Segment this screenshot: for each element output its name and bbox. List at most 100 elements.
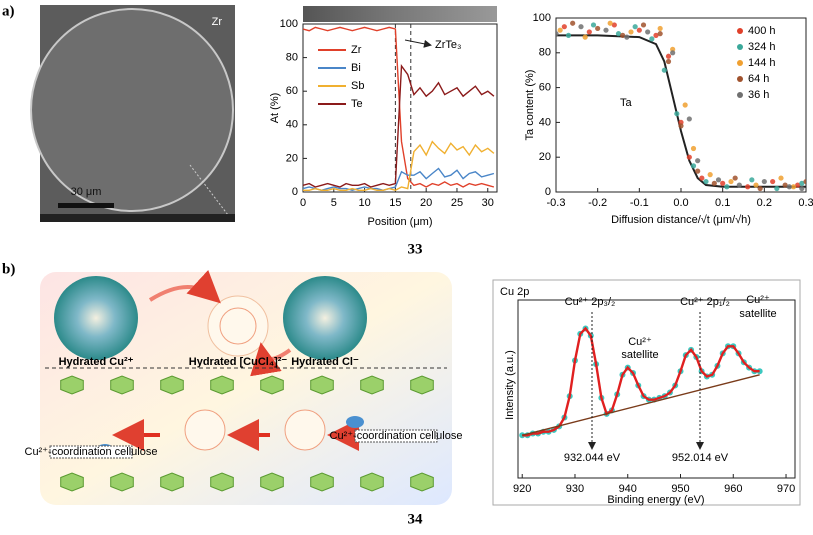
point <box>699 175 705 181</box>
point <box>715 177 722 183</box>
point <box>620 32 626 39</box>
x-tick-label: 960 <box>724 483 742 495</box>
point <box>686 154 692 160</box>
figure-number: 33 <box>408 241 423 257</box>
x-tick-label: -0.3 <box>547 197 566 209</box>
point <box>590 22 597 28</box>
point <box>674 111 680 117</box>
x-tick-label: 950 <box>671 483 689 495</box>
legend-label: Sb <box>351 80 364 92</box>
line <box>522 326 760 437</box>
figure-number: 34 <box>408 511 424 527</box>
point <box>757 185 763 192</box>
legend-label: 324 h <box>748 41 776 53</box>
x-tick-label: 0.0 <box>673 197 688 209</box>
x-tick-label: 5 <box>331 197 337 209</box>
point <box>695 168 701 174</box>
x-tick-label: 10 <box>358 197 370 209</box>
point <box>578 24 584 30</box>
legend-label: 400 h <box>748 25 776 37</box>
point <box>690 163 697 169</box>
cellulose-ring <box>310 472 334 492</box>
panel-label: b) <box>2 261 15 277</box>
point <box>795 182 801 188</box>
plot <box>556 20 806 192</box>
point <box>695 158 701 164</box>
chart-title: Cu 2p <box>500 286 529 298</box>
point <box>657 25 663 32</box>
point <box>770 178 776 185</box>
x-tick-label: 920 <box>513 483 531 495</box>
plot-area <box>517 299 796 479</box>
point <box>645 29 651 35</box>
y-tick-label: 60 <box>286 85 298 97</box>
y-tick-label: 40 <box>539 116 551 128</box>
x-tick-label: 15 <box>389 197 401 209</box>
chart-frame <box>492 279 801 506</box>
x-tick-label: -0.2 <box>588 197 607 209</box>
point <box>557 27 563 33</box>
chart: -0.3 -0.2 -0.1 0.0 0.1 0.2 0.3 0 20 40 60 80 100 Diff… <box>524 12 813 226</box>
point <box>570 20 576 26</box>
point <box>586 29 592 35</box>
point <box>761 178 767 185</box>
x-tick-label: 0 <box>300 197 306 209</box>
x-tick-label: -0.1 <box>630 197 649 209</box>
point <box>682 102 688 108</box>
point <box>707 172 713 178</box>
annotation: 952.014 eV <box>672 452 729 464</box>
line <box>303 26 495 188</box>
point <box>728 178 734 185</box>
legend-marker <box>737 44 743 50</box>
cellulose-ring <box>260 472 284 492</box>
micrograph-label: Zr <box>212 16 223 28</box>
legend-label: Bi <box>351 62 361 74</box>
x-tick-label: 970 <box>777 483 795 495</box>
x-axis-label: Diffusion distance/√t (μm/√h) <box>611 214 751 226</box>
legend-marker <box>737 28 743 34</box>
point <box>657 31 663 37</box>
micrograph: Zr 30 μm <box>30 5 235 222</box>
point <box>732 175 738 181</box>
annotation: Ta <box>620 97 633 109</box>
point <box>670 50 676 56</box>
point <box>690 145 697 152</box>
cellulose-ring <box>160 375 184 395</box>
point <box>653 32 659 39</box>
annotation: ZrTe₃ <box>435 39 461 51</box>
panel-label: a) <box>2 3 15 19</box>
chart: 920 930 940 950 960 970 Binding energy (eV) Int… <box>500 286 796 506</box>
y-tick-label: 100 <box>533 12 551 24</box>
cellulose-ring <box>160 472 184 492</box>
cellulose-ring <box>360 472 384 492</box>
point <box>749 177 755 183</box>
point <box>720 180 726 186</box>
diagram-label: Hydrated [CuCl₄]²⁻ <box>189 356 288 368</box>
annotation: satellite <box>621 349 658 361</box>
y-axis-label: Intensity (a.u.) <box>504 350 516 420</box>
point <box>603 27 609 33</box>
point <box>753 182 759 188</box>
annotation: Cu²⁺ <box>746 294 770 306</box>
cellulose-ring <box>410 472 434 492</box>
cellulose-ring <box>210 375 234 395</box>
line <box>303 64 495 188</box>
chart: 0 5 10 15 20 25 30 0 20 40 60 80 100 Position (μm) At … <box>269 18 498 228</box>
diagram: Hydrated Cu²⁺ Hydrated [CuCl₄]²⁻ Hydrate… <box>25 269 462 505</box>
point <box>703 178 709 185</box>
cellulose-ring <box>360 375 384 395</box>
line <box>303 167 495 192</box>
point <box>611 22 617 28</box>
legend-label: 144 h <box>748 57 776 69</box>
point <box>624 34 630 40</box>
line <box>303 140 495 192</box>
x-tick-label: 940 <box>619 483 637 495</box>
point <box>724 184 730 190</box>
y-tick-label: 20 <box>539 151 551 163</box>
point <box>628 29 634 35</box>
legend-label: 36 h <box>748 89 769 101</box>
diagram-note: Cu²⁺-coordination cellulose <box>25 446 158 458</box>
point <box>615 31 622 37</box>
